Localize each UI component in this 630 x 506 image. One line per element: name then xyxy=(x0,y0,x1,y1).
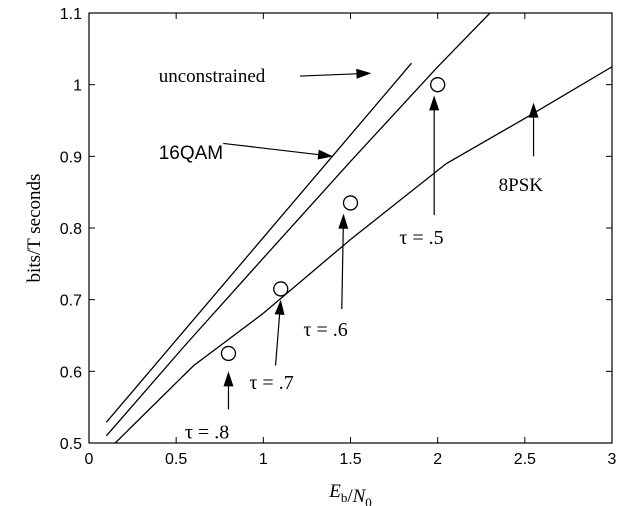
x-tick-label: 0 xyxy=(85,451,94,468)
y-axis-label: bits/T seconds xyxy=(24,174,45,283)
series-line-8psk xyxy=(114,66,612,443)
y-tick-label: 1 xyxy=(73,78,82,95)
tau-marker-7 xyxy=(273,281,289,297)
series-lines xyxy=(105,13,612,443)
annotation-arrow-5 xyxy=(429,95,440,216)
x-tick-label: 2 xyxy=(433,451,442,468)
annotation-6: τ = .6 xyxy=(303,319,347,341)
data-markers xyxy=(220,77,446,362)
y-tick-label: 0.9 xyxy=(60,149,82,166)
y-tick-label: 1.1 xyxy=(60,6,82,23)
annotation-arrow-16qam xyxy=(223,142,334,160)
annotation-arrow-unconstrained xyxy=(299,68,372,79)
y-tick-label: 0.6 xyxy=(60,364,82,381)
series-line-unconstrained xyxy=(105,62,412,423)
tau-marker-6 xyxy=(342,195,359,211)
tau-marker-5 xyxy=(430,77,446,93)
x-tick-label: 0.5 xyxy=(165,451,187,468)
x-tick-label: 2.5 xyxy=(514,451,536,468)
annotation-7: τ = .7 xyxy=(249,372,293,394)
x-axis-label: Eb/N0 xyxy=(328,481,372,506)
annotation-arrow-8psk xyxy=(528,102,539,157)
x-tick-label: 3 xyxy=(608,451,617,468)
annotation-unconstrained: unconstrained xyxy=(159,66,266,87)
annotation-5: τ = .5 xyxy=(399,227,443,249)
x-tick-label: 1.5 xyxy=(339,451,361,468)
tau-marker-8 xyxy=(220,345,237,362)
annotation-8psk: 8PSK xyxy=(499,175,544,196)
y-tick-label: 0.7 xyxy=(60,293,82,310)
axes: 0 0.5 1 1.5 2 2.5 30.50.60.70.80.911.1Eb/N0bit… xyxy=(24,6,617,506)
annotations: unconstrained 16QAM 8PSK τ = .8 τ = .7 τ = .6… xyxy=(159,66,544,443)
annotation-arrow-8 xyxy=(223,371,234,410)
annotation-arrow-6 xyxy=(338,213,349,309)
annotation-8: τ = .8 xyxy=(185,421,229,443)
annotation-arrow-7 xyxy=(274,299,285,366)
y-tick-label: 0.8 xyxy=(60,221,82,238)
annotation-16qam: 16QAM xyxy=(159,143,223,164)
y-tick-label: 0.5 xyxy=(60,436,82,453)
x-tick-label: 1 xyxy=(259,451,268,468)
series-line-16qam xyxy=(105,13,491,437)
